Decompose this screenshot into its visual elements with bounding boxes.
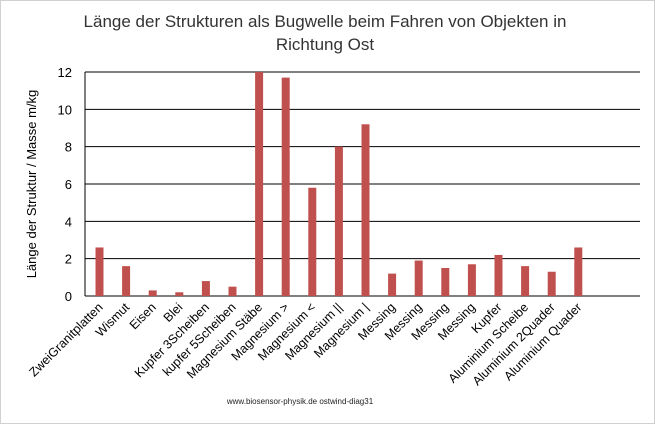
y-tick-label: 12 (58, 65, 72, 80)
chart-title-line-2: Richtung Ost (275, 35, 375, 54)
bar (547, 271, 556, 296)
y-tick-label: 6 (65, 177, 72, 192)
footer-source: www.biosensor-physik.de ostwind-diag31 (226, 397, 374, 406)
y-tick-label: 0 (65, 289, 72, 304)
x-tick-label: Eisen (127, 300, 159, 332)
bars (95, 72, 583, 297)
bar (441, 268, 450, 296)
bar (334, 146, 343, 296)
bar (281, 77, 290, 296)
chart-title: Länge der Strukturen als Bugwelle beim F… (30, 10, 620, 56)
bar (494, 254, 503, 296)
y-tick-labels: 0 2 4 6 8 10 12 (58, 65, 72, 304)
y-tick-label: 8 (65, 140, 72, 155)
chart-title-line-1: Länge der Strukturen als Bugwelle beim F… (83, 12, 567, 31)
y-tick-label: 2 (65, 252, 72, 267)
bar (308, 187, 317, 296)
bar (95, 247, 104, 296)
bar (467, 264, 476, 296)
bar (574, 247, 583, 296)
bar (388, 273, 397, 296)
bar (148, 290, 157, 296)
x-tick-label: ZweiGranitplatten (26, 300, 105, 379)
bar (414, 260, 423, 296)
bar (122, 266, 131, 296)
bar (521, 266, 530, 296)
y-axis-label: Länge der Struktur / Masse m/kg (24, 90, 39, 279)
bar (361, 124, 370, 297)
bar (255, 72, 264, 296)
y-tick-label: 4 (65, 214, 72, 229)
bar (175, 292, 184, 296)
bar (228, 286, 237, 296)
bar (201, 281, 210, 296)
y-tick-label: 10 (58, 102, 72, 117)
